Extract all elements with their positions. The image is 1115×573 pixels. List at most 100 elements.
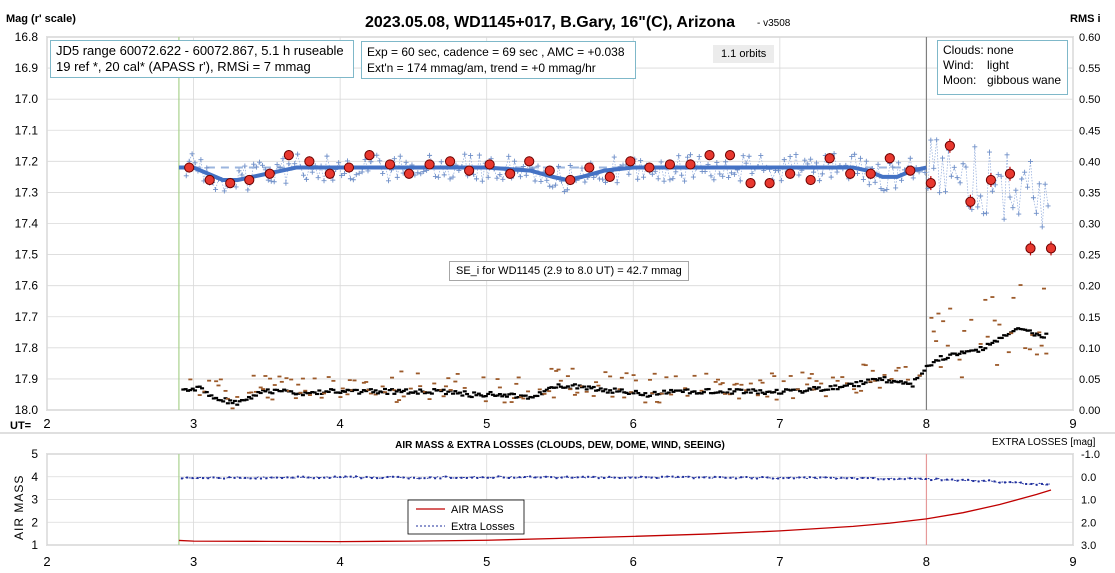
rms-point: [413, 390, 418, 393]
raw-point: [359, 169, 365, 175]
rms-point: [385, 392, 390, 395]
extra-losses-point: [534, 476, 537, 479]
rms-alt-point: [737, 397, 742, 400]
raw-point: [600, 176, 606, 182]
rms-alt-point: [659, 392, 664, 395]
rms-alt-point: [830, 376, 835, 379]
raw-point: [257, 159, 263, 165]
raw-point: [561, 189, 567, 195]
rms-alt-point: [415, 372, 420, 375]
lower-y-tick-label: 4: [31, 470, 38, 484]
raw-point: [532, 178, 538, 184]
rms-point: [1025, 329, 1030, 332]
rms-point: [519, 394, 524, 397]
extra-losses-point: [296, 475, 299, 478]
lower-right-axis-label: EXTRA LOSSES [mag]: [992, 437, 1096, 448]
main-y-tick-label: 18.0: [15, 403, 39, 417]
rms-point: [408, 391, 413, 394]
orbits-annotation: 1.1 orbits: [713, 45, 775, 63]
rms-point: [880, 378, 885, 382]
rms-point: [343, 390, 348, 393]
extra-losses-point: [249, 477, 252, 480]
raw-point: [421, 168, 427, 174]
rms-point: [952, 352, 957, 355]
rms-alt-point: [978, 343, 983, 345]
raw-point: [303, 176, 309, 182]
binned-point: [805, 174, 816, 186]
extra-losses-point: [428, 476, 431, 479]
rms-point: [195, 385, 200, 388]
raw-point: [899, 177, 905, 183]
rms-point: [230, 401, 235, 405]
extra-losses-point: [977, 480, 980, 483]
rms-point: [781, 390, 786, 393]
raw-point: [309, 169, 315, 175]
rms-alt-point: [655, 401, 660, 403]
rms-point: [887, 379, 892, 382]
rms-alt-point: [258, 386, 263, 389]
raw-point: [1030, 195, 1036, 201]
rms-alt-point: [481, 376, 486, 379]
extra-losses-point: [376, 477, 379, 480]
rms-alt-point: [443, 385, 448, 388]
rms-point: [181, 388, 186, 391]
rms-alt-point: [289, 378, 294, 381]
raw-point: [394, 174, 400, 180]
extra-losses-point: [312, 477, 315, 480]
rms-alt-point: [852, 388, 857, 391]
raw-point: [347, 176, 353, 182]
extra-losses-point: [1030, 482, 1033, 485]
raw-point: [397, 153, 403, 159]
extra-losses-point: [940, 479, 943, 482]
rms-point: [964, 350, 969, 353]
raw-point: [485, 174, 491, 180]
raw-point: [292, 161, 298, 167]
rms-alt-point: [795, 388, 800, 391]
raw-point: [696, 154, 702, 160]
rms-point: [371, 391, 376, 394]
rms-point: [587, 385, 592, 388]
raw-point: [951, 164, 957, 170]
rms-point: [713, 391, 718, 394]
extra-losses-point: [734, 477, 737, 480]
rms-point: [378, 390, 383, 393]
raw-point: [749, 171, 755, 177]
raw-point: [324, 153, 330, 159]
rms-point: [718, 390, 723, 393]
raw-point: [641, 174, 647, 180]
rms-point: [727, 388, 732, 391]
raw-point: [564, 187, 570, 193]
rms-alt-point: [704, 372, 709, 375]
extra-losses-point: [713, 475, 716, 478]
rms-point: [460, 394, 465, 397]
raw-point: [330, 177, 336, 183]
raw-point: [380, 171, 386, 177]
rms-point: [1002, 334, 1007, 337]
extra-losses-point: [761, 476, 764, 479]
raw-point: [872, 179, 878, 185]
chart-version: - v3508: [757, 18, 791, 29]
rms-point: [401, 389, 406, 393]
rms-point: [680, 390, 685, 394]
extra-losses-point: [587, 475, 590, 478]
rms-point: [830, 388, 835, 391]
main-x-tick-label: 5: [483, 416, 490, 431]
rms-point: [486, 392, 491, 396]
extra-losses-point: [771, 477, 774, 480]
raw-point: [963, 164, 969, 170]
extra-losses-point: [629, 476, 632, 479]
main-y2-tick-label: 0.00: [1079, 405, 1100, 417]
rms-alt-point: [394, 401, 399, 403]
lower-y2-tick-label: 3.0: [1081, 540, 1096, 552]
raw-point: [737, 178, 743, 184]
raw-point: [506, 153, 512, 159]
extra-losses-point: [1009, 481, 1012, 484]
rms-point: [411, 391, 416, 394]
raw-point: [221, 188, 227, 194]
rms-point: [336, 391, 341, 394]
rms-alt-point: [673, 375, 678, 378]
legend-extra-losses-label: Extra Losses: [451, 521, 515, 533]
rms-point: [347, 389, 352, 392]
rms-point: [451, 392, 456, 395]
rms-point: [908, 382, 913, 385]
